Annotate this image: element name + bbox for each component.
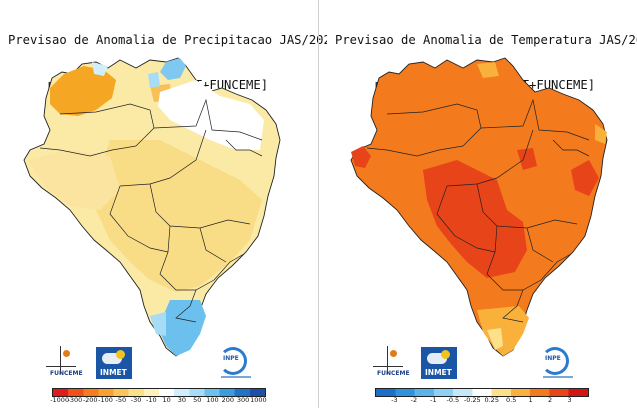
- colorbar-tick-label: 100: [206, 396, 219, 404]
- precip-dry-interior: [96, 140, 262, 292]
- sun-icon: [63, 350, 70, 357]
- precip-wet-nw: [92, 62, 108, 76]
- temp-mild-south: [477, 306, 529, 356]
- precip-map: [23, 57, 281, 357]
- precip-colorbar-ticks: -1000 -300 -200 -100 -50 -30 -10 10 30 50 100 200 30…: [50, 396, 267, 408]
- colorbar-tick-label: 1: [528, 396, 533, 404]
- sun-small-icon: [116, 350, 125, 359]
- precip-wet-south: [160, 300, 206, 356]
- colorbar-tick-label: 0.25: [484, 396, 499, 404]
- colorbar-tick-label: -30: [130, 396, 142, 404]
- temp-normal-south: [487, 328, 503, 350]
- precip-wet-south-light: [150, 312, 166, 336]
- precip-colorbar: [52, 388, 266, 397]
- temp-hot-east: [571, 160, 599, 196]
- inmet-logo-right: INMET: [421, 347, 457, 379]
- colorbar-tick-label: 2: [548, 396, 553, 404]
- cloud-icon: [427, 353, 447, 364]
- colorbar-tick-label: -3: [391, 396, 398, 404]
- inmet-label: INMET: [425, 368, 452, 377]
- precipitation-panel: Previsao de Anomalia de Precipitacao JAS…: [0, 0, 338, 408]
- inpe-logo: INPE: [215, 345, 255, 381]
- temp-mild-north: [477, 62, 499, 78]
- colorbar-tick-label: 0.5: [506, 396, 517, 404]
- colorbar-tick-label: -1000: [50, 396, 70, 404]
- precip-normal-northeast: [158, 80, 264, 150]
- colorbar-tick-label: 3: [567, 396, 572, 404]
- temp-hot-mid: [517, 148, 537, 170]
- temp-colorbar: [375, 388, 589, 397]
- precip-dry-west: [28, 150, 120, 210]
- colorbar-tick-label: -2: [410, 396, 418, 404]
- colorbar-tick-label: 10: [162, 396, 171, 404]
- temp-map: [350, 57, 608, 357]
- temp-state-borders: [366, 98, 590, 323]
- colorbar-tick-label: -200: [82, 396, 98, 404]
- inpe-label: INPE: [545, 355, 561, 362]
- colorbar-tick-label: -1: [430, 396, 437, 404]
- funceme-logo-right: FUNCEME: [373, 346, 410, 380]
- funceme-label: FUNCEME: [377, 370, 410, 377]
- colorbar-tick-label: -0.25: [463, 396, 481, 404]
- colorbar-tick-label: 30: [177, 396, 187, 404]
- precip-wet-north2: [148, 72, 160, 88]
- colorbar-tick-label: -0.5: [446, 396, 460, 404]
- inpe-label: INPE: [223, 355, 239, 362]
- inmet-logo: INMET: [96, 347, 132, 379]
- inpe-logo-right: INPE: [537, 345, 577, 381]
- sun-icon: [390, 350, 397, 357]
- precip-wet-north: [160, 58, 186, 80]
- colorbar-tick-label: 50: [193, 396, 202, 404]
- colorbar-tick-label: -10: [146, 396, 157, 404]
- colorbar-tick-label: -100: [98, 396, 113, 404]
- colorbar-tick-label: -50: [115, 396, 127, 404]
- colorbar-tick-label: 1000: [250, 396, 267, 404]
- temp-title-line1: Previsao de Anomalia de Temperatura JAS/…: [335, 33, 637, 47]
- panel-divider: [318, 0, 319, 408]
- funceme-label: FUNCEME: [50, 370, 83, 377]
- precip-state-borders: [39, 98, 263, 323]
- colorbar-tick-label: 300: [236, 396, 250, 404]
- colorbar-tick-label: -300: [67, 396, 83, 404]
- temperature-panel: Previsao de Anomalia de Temperatura JAS/…: [327, 0, 637, 408]
- temp-colorbar-ticks: -3 -2 -1 -0.5 -0.25 0.25 0.5 1 2 3: [375, 396, 589, 408]
- sun-small-icon: [441, 350, 450, 359]
- temp-mild-ne: [595, 124, 607, 144]
- temp-hot-center: [423, 160, 527, 278]
- temp-hot-west: [351, 146, 371, 168]
- cloud-icon: [102, 353, 122, 364]
- precip-strong-dry-northwest: [50, 66, 116, 116]
- colorbar-tick-label: 200: [221, 396, 234, 404]
- funceme-logo: FUNCEME: [46, 346, 83, 380]
- inmet-label: INMET: [100, 368, 127, 377]
